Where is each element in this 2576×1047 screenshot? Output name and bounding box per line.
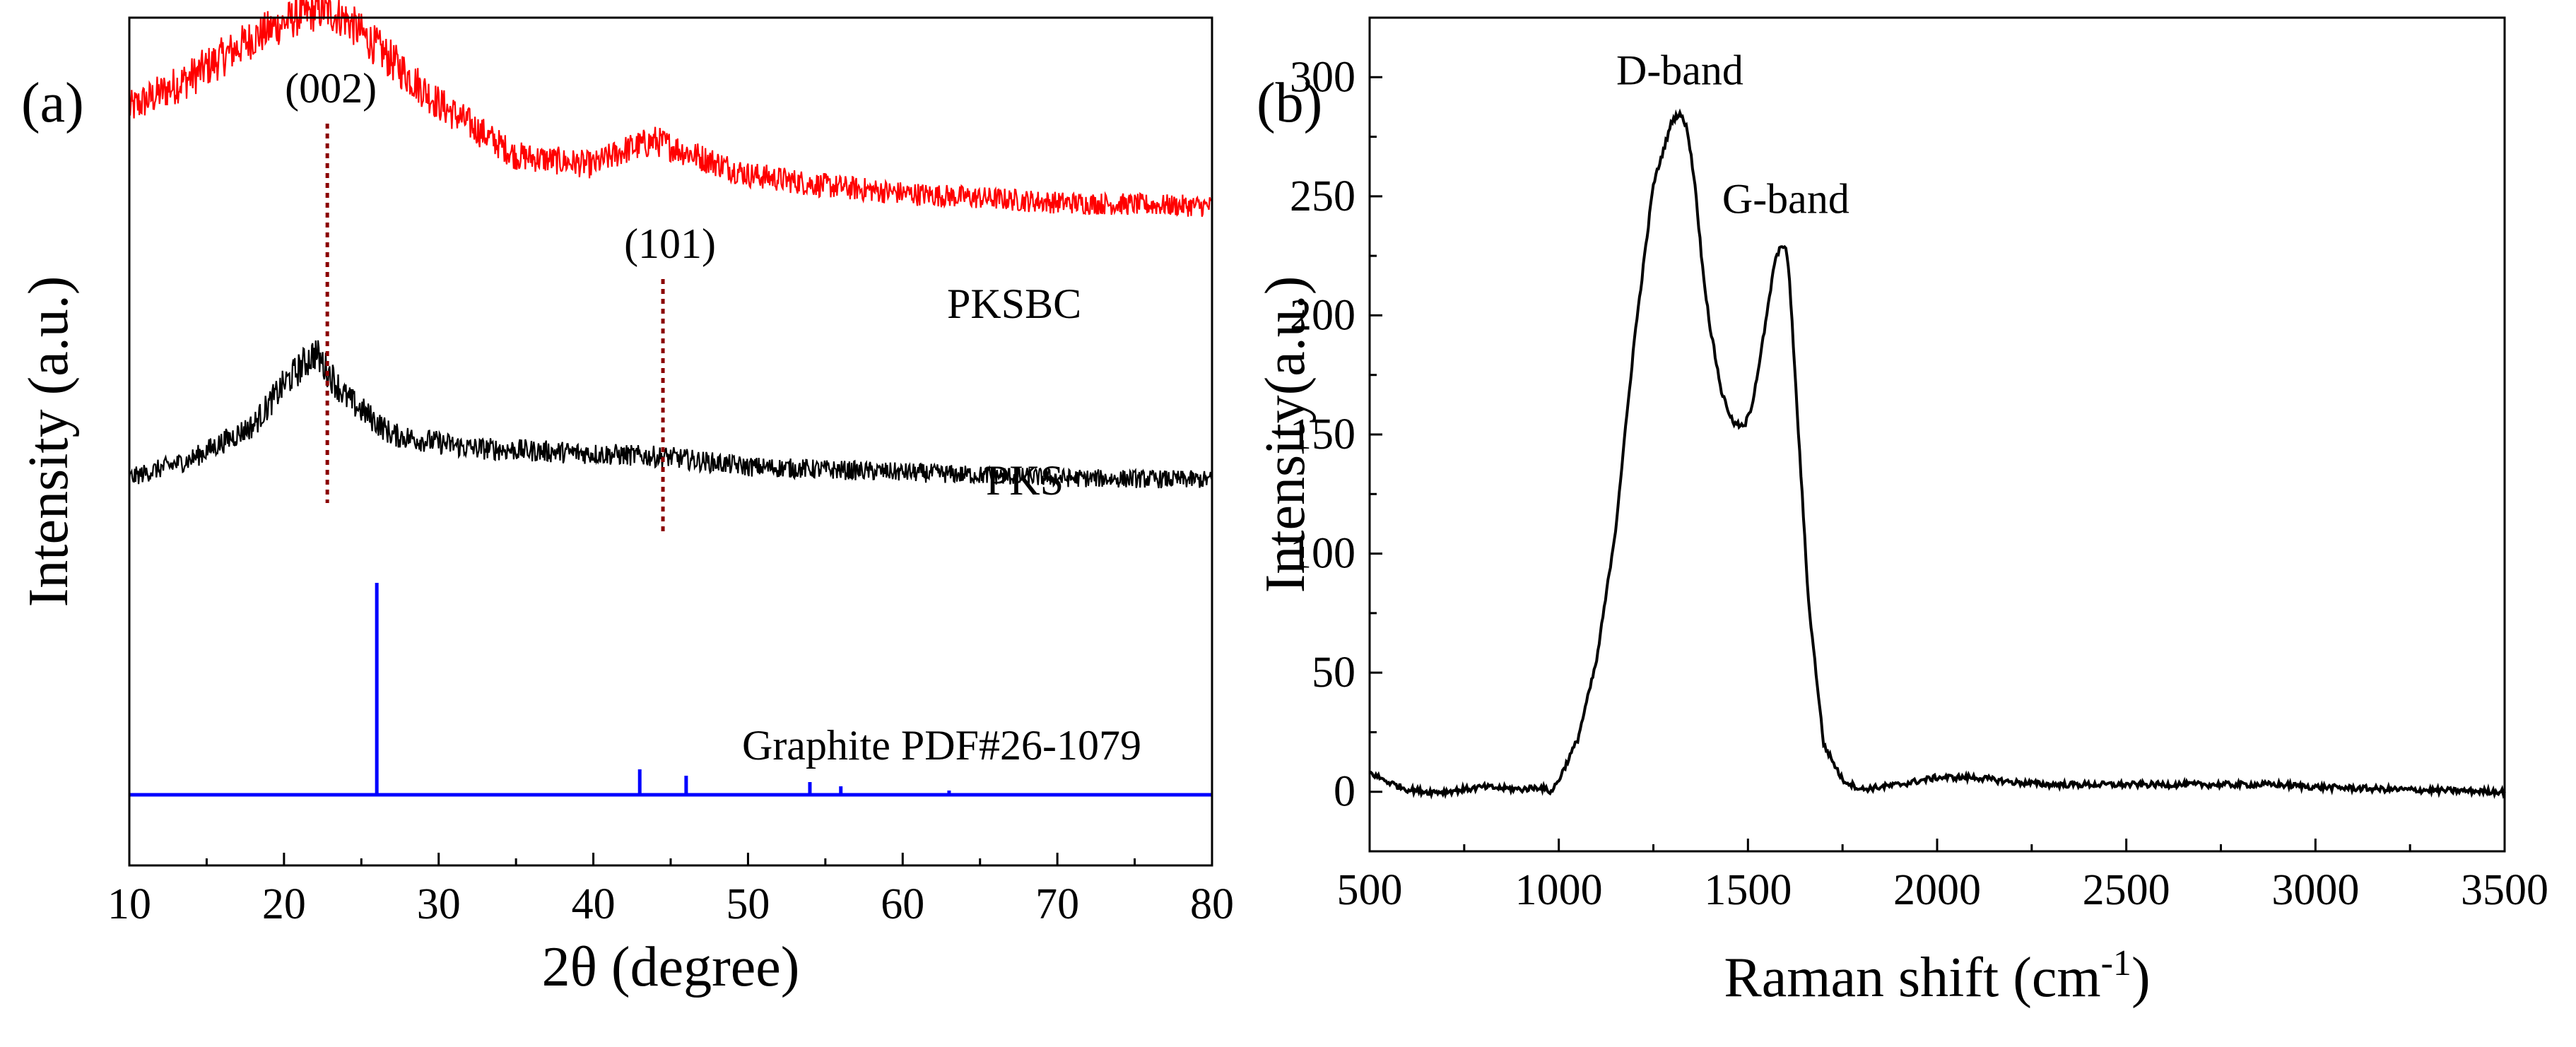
y-tick-label-b-6: 300 (1290, 53, 1355, 101)
y-axis-label-b: Intensity(a.u.) (1254, 276, 1317, 593)
peak-markers-group: (002) (101) (285, 65, 716, 533)
x-tick-label-a-7: 80 (1190, 880, 1234, 928)
panel-label-a: (a) (21, 72, 84, 134)
band-label-1: G-band (1722, 175, 1849, 222)
x-ticks-b: 500 1000 1500 2000 2500 3000 3500 (1337, 839, 2548, 914)
series-pksbc (128, 0, 1213, 218)
x-tick-label-b-6: 3500 (2461, 866, 2548, 914)
x-tick-label-a-4: 50 (726, 880, 770, 928)
y-tick-label-b-4: 200 (1290, 291, 1355, 339)
series-raman (1369, 108, 2506, 800)
peak-marker-label-1: (101) (624, 220, 716, 267)
xrd-panel: (a) (002) (101) 10 20 30 40 50 60 70 80 PKSBC PK… (18, 0, 1234, 998)
y-tick-label-b-2: 100 (1290, 530, 1355, 578)
x-tick-label-a-2: 30 (417, 880, 461, 928)
raman-panel: (b) 500 1000 1500 2000 2500 3000 3500 0 50 100 15… (1254, 16, 2548, 1009)
x-axis-label-a: 2θ (degree) (542, 936, 800, 998)
series-label-pks: PKS (986, 457, 1064, 504)
x-tick-label-b-0: 500 (1337, 866, 1403, 914)
x-tick-label-b-1: 1000 (1515, 866, 1603, 914)
x-tick-label-a-6: 70 (1035, 880, 1079, 928)
panel-label-b: (b) (1257, 72, 1322, 134)
x-tick-label-a-0: 10 (107, 880, 151, 928)
x-tick-label-b-5: 3000 (2271, 866, 2359, 914)
x-tick-label-a-3: 40 (572, 880, 616, 928)
reference-label: Graphite PDF#26-1079 (742, 722, 1141, 769)
raman-series-group (1369, 108, 2506, 800)
x-tick-label-a-1: 20 (262, 880, 306, 928)
x-axis-label-b-end: ) (2131, 947, 2151, 1009)
x-ticks-a: 10 20 30 40 50 60 70 80 (107, 853, 1234, 928)
x-tick-label-b-3: 2000 (1893, 866, 1981, 914)
plot-frame-b (1368, 16, 2506, 853)
peak-marker-label-0: (002) (285, 65, 377, 112)
y-ticks-b: 0 50 100 150 200 250 300 (1290, 53, 1382, 816)
y-tick-label-b-0: 0 (1334, 768, 1355, 816)
x-tick-label-b-4: 2500 (2083, 866, 2170, 914)
x-axis-label-b: Raman shift (cm-1) (1724, 943, 2150, 1009)
y-axis-label-a: Intensity (a.u.) (18, 276, 80, 608)
band-label-0: D-band (1616, 47, 1743, 93)
xrd-series-group (128, 0, 1213, 489)
series-pks (128, 340, 1213, 489)
reference-sticks-group (129, 583, 1212, 797)
y-tick-label-b-3: 150 (1290, 410, 1355, 459)
x-axis-label-b-sup: -1 (2101, 943, 2131, 983)
y-tick-label-b-1: 50 (1312, 649, 1355, 697)
series-label-pksbc: PKSBC (947, 280, 1081, 327)
band-annotations: D-band G-band (1616, 47, 1849, 222)
y-tick-label-b-5: 250 (1290, 172, 1355, 220)
x-axis-label-b-main: Raman shift (cm (1724, 947, 2100, 1009)
x-tick-label-a-5: 60 (881, 880, 924, 928)
x-tick-label-b-2: 1500 (1704, 866, 1792, 914)
